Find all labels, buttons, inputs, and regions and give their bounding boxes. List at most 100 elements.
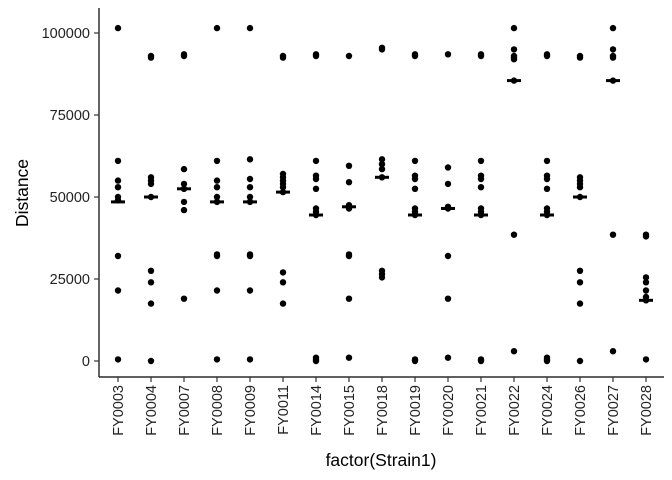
x-tick-label: FY0018 <box>375 385 391 436</box>
y-tick-label: 100000 <box>42 26 90 42</box>
data-point <box>180 165 188 173</box>
data-point <box>246 156 254 163</box>
data-point <box>444 51 452 58</box>
x-axis-ticks: FY0003 FY0004 FY0007 FY0008 FY0009 FY0011 FY00… <box>111 377 655 436</box>
data-point <box>576 357 584 365</box>
data-point <box>345 252 353 260</box>
data-point <box>180 206 188 214</box>
data-point <box>114 157 122 165</box>
data-point <box>312 52 320 60</box>
data-point <box>477 184 485 191</box>
data-point <box>378 156 386 163</box>
points-layer <box>114 24 650 365</box>
data-point <box>576 184 584 191</box>
data-point <box>444 252 452 260</box>
x-axis-title: factor(Strain1) <box>326 450 437 470</box>
data-point <box>543 157 551 165</box>
data-point <box>213 177 221 184</box>
y-tick-label: 0 <box>82 354 90 370</box>
data-point <box>114 356 122 363</box>
x-tick-label: FY0022 <box>507 385 523 436</box>
data-point <box>642 233 650 240</box>
data-point <box>246 193 254 201</box>
x-tick-label: FY0003 <box>111 385 127 436</box>
data-point <box>411 357 419 365</box>
data-point <box>444 180 452 188</box>
data-point <box>345 295 353 302</box>
data-point <box>411 175 419 183</box>
data-point <box>213 184 221 191</box>
data-point <box>180 295 188 302</box>
data-point <box>147 357 155 365</box>
data-point <box>609 231 617 238</box>
y-tick-label: 25000 <box>50 272 90 288</box>
x-tick-label: FY0024 <box>540 385 556 436</box>
data-point <box>213 356 221 363</box>
data-point <box>609 46 617 53</box>
x-tick-label: FY0021 <box>474 385 490 436</box>
data-point <box>378 161 386 168</box>
x-tick-label: FY0007 <box>177 385 193 436</box>
data-point <box>114 24 122 32</box>
data-point <box>411 157 419 165</box>
data-point <box>279 52 287 60</box>
data-point <box>477 175 485 183</box>
data-point <box>279 300 287 307</box>
data-point <box>213 287 221 294</box>
data-point <box>609 348 617 355</box>
data-point <box>312 357 320 365</box>
data-point <box>444 354 452 361</box>
data-point <box>246 175 254 183</box>
y-axis-title: Distance <box>12 159 32 227</box>
x-tick-label: FY0015 <box>342 385 358 436</box>
data-point <box>510 24 518 32</box>
data-point <box>213 24 221 32</box>
x-tick-label: FY0019 <box>408 385 424 436</box>
data-point <box>543 357 551 365</box>
data-point <box>114 184 122 191</box>
data-point <box>180 198 188 206</box>
data-point <box>114 177 122 184</box>
data-point <box>609 54 617 61</box>
data-point <box>246 252 254 260</box>
data-point <box>246 184 254 191</box>
data-point <box>609 24 617 32</box>
data-point <box>279 279 287 286</box>
data-point <box>576 54 584 61</box>
data-point <box>345 162 353 169</box>
x-tick-label: FY0008 <box>210 385 226 436</box>
data-point <box>477 52 485 60</box>
data-point <box>345 52 353 60</box>
data-point <box>213 252 221 260</box>
data-point <box>510 46 518 53</box>
x-tick-label: FY0011 <box>276 385 292 435</box>
x-tick-label: FY0026 <box>573 385 589 436</box>
data-point <box>576 267 584 274</box>
data-point <box>510 348 518 355</box>
data-point <box>378 165 386 173</box>
data-point <box>411 52 419 60</box>
y-axis-ticks: 0 25000 50000 75000 100000 <box>42 26 99 370</box>
data-point <box>114 252 122 260</box>
x-tick-label: FY0009 <box>243 385 259 436</box>
data-point <box>576 279 584 286</box>
data-point <box>279 269 287 276</box>
x-tick-label: FY0028 <box>639 385 655 436</box>
y-tick-label: 75000 <box>50 108 90 124</box>
x-tick-label: FY0004 <box>144 385 160 436</box>
data-point <box>444 295 452 302</box>
data-point <box>246 356 254 363</box>
data-point <box>510 56 518 63</box>
data-point <box>642 287 650 294</box>
data-point <box>543 175 551 183</box>
data-point <box>180 180 188 188</box>
data-point <box>147 300 155 307</box>
data-point <box>543 52 551 60</box>
data-point <box>114 287 122 294</box>
data-point <box>345 354 353 361</box>
data-point <box>378 44 386 51</box>
data-point <box>642 274 650 281</box>
data-point <box>345 179 353 186</box>
data-point <box>378 274 386 281</box>
